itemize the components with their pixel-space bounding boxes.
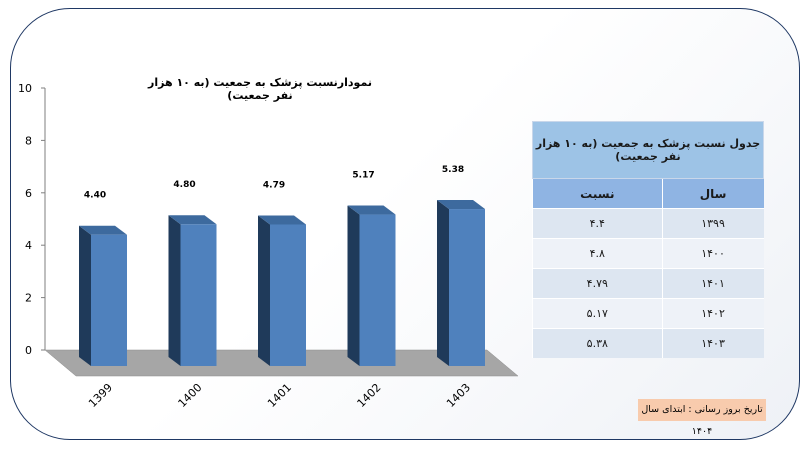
bar-side [168, 215, 181, 366]
data-table: جدول نسبت پزشک به جمعیت (به ۱۰ هزار نفر … [532, 121, 764, 358]
bar-top [79, 225, 127, 235]
x-tick-label: 1399 [86, 381, 115, 410]
bar-value-label: 4.80 [173, 180, 195, 190]
bar-top [258, 215, 306, 225]
table-header-ratio: نسبت [532, 178, 663, 209]
table-title: جدول نسبت پزشک به جمعیت (به ۱۰ هزار نفر … [532, 121, 764, 179]
table-cell-year: ۱۴۰۱ [661, 268, 764, 299]
table-row: ۱۴۰۰ ۴.۸ [532, 238, 764, 269]
bar-top [168, 215, 217, 225]
table-header-year: سال [661, 178, 764, 209]
x-tick-label: 1403 [444, 381, 473, 410]
bar-value-label: 4.79 [263, 181, 285, 191]
update-date-note: تاریخ بروز رسانی : ابتدای سال ۱۴۰۴ [638, 399, 766, 437]
table-cell-year: ۱۴۰۲ [661, 298, 764, 329]
bar [359, 214, 396, 366]
bar [91, 234, 127, 366]
bar-side [437, 200, 449, 366]
y-tick-label: 6 [25, 187, 32, 200]
x-tick-label: 1401 [265, 381, 294, 410]
x-tick-label: 1400 [176, 381, 205, 410]
bar-side [79, 225, 91, 366]
y-tick-label: 2 [25, 292, 32, 305]
y-tick-label: 10 [18, 82, 32, 95]
table-cell-year: ۱۴۰۳ [661, 328, 764, 358]
bar-value-label: 5.38 [442, 165, 464, 175]
bar-value-label: 4.40 [84, 191, 106, 201]
table-cell-ratio: ۵.۳۸ [532, 328, 663, 358]
bar [180, 224, 217, 366]
x-tick-label: 1402 [355, 381, 384, 410]
bar [449, 209, 485, 366]
table-cell-ratio: ۵.۱۷ [532, 298, 663, 329]
table-cell-ratio: ۴.۴ [532, 208, 663, 239]
table-header-row: سال نسبت [532, 178, 764, 209]
bar-top [437, 200, 485, 210]
table-cell-ratio: ۴.۸ [532, 238, 663, 269]
bar-side [347, 205, 360, 366]
chart-title: نمودارنسبت پزشک به جمعیت (به ۱۰ هزار نفر… [148, 76, 372, 102]
table-title-row: جدول نسبت پزشک به جمعیت (به ۱۰ هزار نفر … [532, 121, 764, 179]
y-tick-label: 4 [25, 239, 32, 252]
table-row: ۱۳۹۹ ۴.۴ [532, 208, 764, 239]
bar-top [347, 205, 396, 215]
y-tick-label: 0 [25, 344, 32, 357]
bar [270, 224, 306, 366]
table-row: ۱۴۰۲ ۵.۱۷ [532, 298, 764, 329]
bar-side [258, 215, 270, 366]
table-row: ۱۴۰۳ ۵.۳۸ [532, 328, 764, 358]
bar-value-label: 5.17 [352, 171, 374, 181]
table-cell-year: ۱۳۹۹ [661, 208, 764, 239]
table-row: ۱۴۰۱ ۴.۷۹ [532, 268, 764, 299]
y-tick-label: 8 [25, 134, 32, 147]
table-cell-year: ۱۴۰۰ [661, 238, 764, 269]
table-cell-ratio: ۴.۷۹ [532, 268, 663, 299]
